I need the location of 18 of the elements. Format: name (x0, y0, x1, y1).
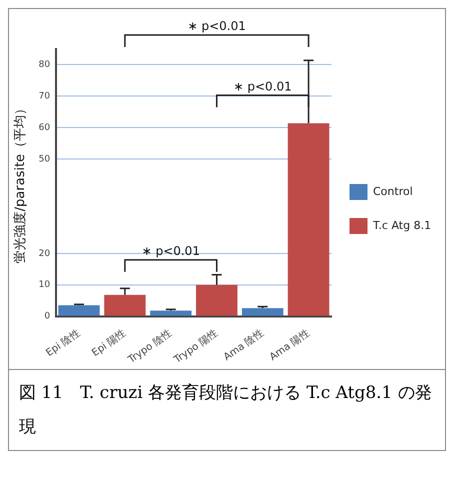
x-tick-label: Ama 陰性 (221, 326, 266, 364)
y-tick-label: 70 (38, 92, 50, 102)
text: ∗ p<0.01 (188, 19, 246, 34)
annotation: ∗ p<0.01 (234, 79, 292, 94)
x-tick-label: Ama 陽性 (267, 326, 312, 364)
y-tick-label: 10 (38, 280, 50, 290)
legend-label: T.c Atg 8.1 (372, 218, 432, 232)
y-tick-label: 60 (38, 122, 50, 133)
y-tick-label: 20 (38, 248, 50, 259)
text: 図 11 T. cruzi 各発育段階における T.c Atg8.1 の発現 (9, 369, 445, 450)
x-tick-label: Epi 陽性 (90, 326, 128, 359)
y-tick-label: 50 (38, 154, 50, 164)
y-tick-label: 80 (38, 60, 50, 70)
y-tick-label: 0 (44, 312, 50, 322)
annotation: ∗ p<0.01 (142, 244, 200, 258)
y-axis-title: 蛍光強度/parasite（平均） (12, 102, 28, 264)
legend-label: Control (373, 184, 413, 198)
x-tick-label: Epi 陰性 (44, 326, 82, 359)
